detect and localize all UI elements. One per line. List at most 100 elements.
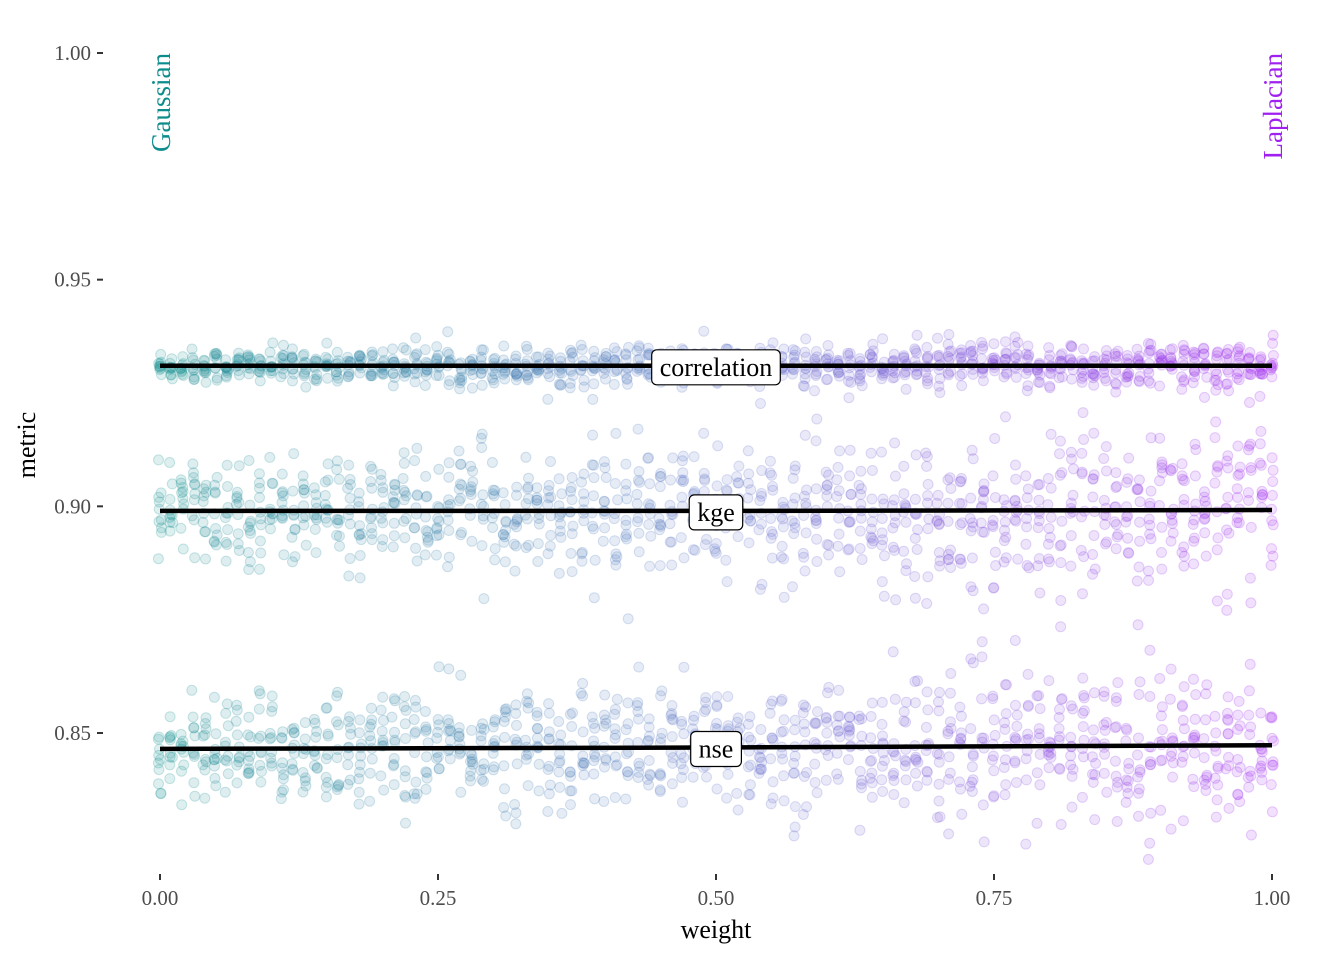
data-point bbox=[1121, 724, 1133, 736]
data-point bbox=[233, 756, 245, 768]
data-point bbox=[698, 325, 710, 337]
data-point bbox=[633, 766, 645, 778]
data-point bbox=[877, 786, 889, 797]
data-point bbox=[1167, 343, 1178, 355]
data-point bbox=[933, 778, 945, 790]
data-point bbox=[411, 442, 423, 454]
data-point bbox=[153, 496, 165, 508]
data-point bbox=[322, 458, 334, 470]
data-point bbox=[823, 549, 835, 561]
data-point bbox=[498, 340, 510, 352]
data-point bbox=[1155, 804, 1167, 816]
data-point bbox=[864, 349, 876, 361]
data-point bbox=[986, 352, 998, 364]
data-point bbox=[788, 528, 800, 540]
data-point bbox=[1143, 513, 1155, 525]
data-point bbox=[1001, 679, 1012, 691]
data-point bbox=[632, 354, 644, 366]
data-point bbox=[865, 711, 877, 722]
data-point bbox=[286, 352, 298, 364]
data-point bbox=[254, 688, 266, 700]
data-point bbox=[1245, 597, 1257, 609]
data-point bbox=[620, 367, 632, 379]
data-point bbox=[945, 723, 957, 734]
data-point bbox=[932, 812, 943, 824]
data-point bbox=[809, 718, 821, 730]
data-point bbox=[565, 482, 577, 494]
data-point bbox=[521, 344, 533, 355]
data-point bbox=[1067, 703, 1079, 715]
data-point bbox=[543, 492, 555, 504]
data-point bbox=[566, 785, 578, 797]
data-point bbox=[408, 714, 420, 725]
data-point bbox=[1055, 819, 1067, 830]
data-point bbox=[799, 726, 811, 738]
data-point bbox=[442, 326, 454, 338]
data-point bbox=[878, 590, 890, 602]
data-point bbox=[820, 711, 832, 723]
data-point bbox=[1189, 731, 1201, 743]
data-point bbox=[389, 372, 401, 383]
data-point bbox=[265, 523, 276, 535]
data-point bbox=[523, 748, 534, 760]
data-point bbox=[467, 369, 479, 381]
annotation-gaussian: Gaussian bbox=[146, 53, 176, 152]
data-point bbox=[510, 350, 522, 362]
data-point bbox=[1111, 480, 1123, 492]
data-point bbox=[1189, 713, 1201, 725]
data-point bbox=[864, 349, 876, 360]
data-point bbox=[1121, 350, 1133, 361]
data-point bbox=[1011, 720, 1023, 732]
data-point bbox=[578, 374, 590, 386]
data-point bbox=[999, 723, 1011, 735]
data-point bbox=[1054, 703, 1065, 715]
data-point bbox=[889, 693, 901, 705]
data-point bbox=[1178, 374, 1190, 386]
data-point bbox=[1056, 371, 1068, 383]
data-point bbox=[1165, 535, 1177, 547]
data-point bbox=[888, 775, 900, 786]
data-point bbox=[1098, 494, 1110, 506]
data-point bbox=[742, 477, 754, 489]
data-point bbox=[409, 368, 421, 380]
data-point bbox=[832, 773, 844, 785]
data-point bbox=[1020, 538, 1032, 550]
data-point bbox=[277, 352, 289, 364]
data-point bbox=[1231, 766, 1243, 778]
data-point bbox=[965, 653, 977, 665]
data-point bbox=[978, 836, 990, 848]
data-point bbox=[1022, 380, 1034, 392]
data-point bbox=[831, 491, 843, 502]
data-point bbox=[377, 517, 389, 529]
data-point bbox=[1112, 345, 1124, 357]
data-point bbox=[622, 697, 634, 709]
data-point bbox=[622, 766, 634, 778]
data-point bbox=[298, 519, 310, 531]
data-point bbox=[1109, 755, 1121, 767]
data-point bbox=[409, 376, 421, 388]
data-point bbox=[587, 429, 599, 441]
data-point bbox=[1222, 714, 1234, 726]
data-point bbox=[1066, 373, 1078, 385]
data-point bbox=[1101, 465, 1112, 477]
data-point bbox=[789, 724, 801, 736]
data-point bbox=[286, 758, 298, 770]
data-point bbox=[200, 367, 212, 379]
data-point bbox=[187, 458, 199, 470]
data-point bbox=[1009, 340, 1021, 352]
data-point bbox=[531, 706, 543, 718]
data-point bbox=[576, 555, 588, 567]
data-point bbox=[922, 378, 934, 390]
data-point bbox=[1178, 348, 1190, 360]
data-point bbox=[1077, 407, 1089, 419]
data-point bbox=[966, 444, 978, 456]
data-point bbox=[699, 475, 711, 486]
data-point bbox=[620, 519, 632, 531]
data-point bbox=[511, 368, 523, 380]
data-point bbox=[366, 350, 378, 362]
data-point bbox=[375, 468, 387, 480]
data-point bbox=[1090, 757, 1102, 769]
data-point bbox=[1012, 348, 1024, 360]
data-point bbox=[1055, 595, 1067, 606]
